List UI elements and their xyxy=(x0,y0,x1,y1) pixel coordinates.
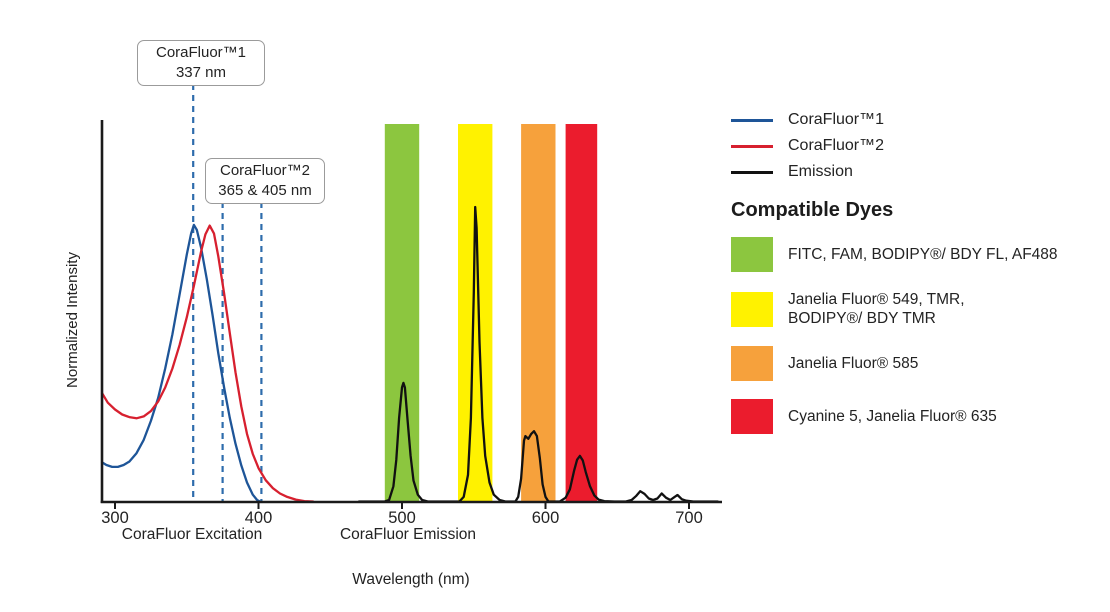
dye-item-yellow: Janelia Fluor® 549, TMR, BODIPY®/ BDY TM… xyxy=(731,290,1058,328)
callout-corafluor2: CoraFluor™2 365 & 405 nm xyxy=(205,158,325,204)
dye-item-orange: Janelia Fluor® 585 xyxy=(731,346,1058,381)
x-tick-label-500: 500 xyxy=(388,509,416,527)
marker-lines-layer xyxy=(192,84,263,501)
legend-item-emission: Emission xyxy=(731,163,884,181)
x-tick-label-700: 700 xyxy=(675,509,703,527)
dye-band-0 xyxy=(384,124,420,501)
dye-label-orange: Janelia Fluor® 585 xyxy=(788,354,918,373)
dye-label-line: FITC, FAM, BODIPY®/ BDY FL, AF488 xyxy=(788,246,1058,263)
legend-item-corafluor1: CoraFluor™1 xyxy=(731,111,884,129)
callout-corafluor1-wavelength: 337 nm xyxy=(175,64,227,81)
dye-label-red: Cyanine 5, Janelia Fluor® 635 xyxy=(788,407,997,426)
curves-layer xyxy=(100,205,719,503)
callout-corafluor2-name: CoraFluor™2 xyxy=(219,162,311,179)
x-axis-section-label-excitation: CoraFluor Excitation xyxy=(122,526,262,543)
callout-corafluor1-name: CoraFluor™1 xyxy=(155,44,247,61)
x-axis-title: Wavelength (nm) xyxy=(352,571,469,588)
corafluor1-line-swatch xyxy=(731,118,773,122)
dye-label-line: Janelia Fluor® 549, TMR, xyxy=(788,291,965,308)
dye-label-green: FITC, FAM, BODIPY®/ BDY FL, AF488 xyxy=(788,245,1058,264)
red-filter-swatch xyxy=(731,399,773,434)
callout-corafluor2-wavelength: 365 & 405 nm xyxy=(218,182,312,199)
emission-line-swatch xyxy=(731,170,773,174)
curve-excitation-1 xyxy=(100,224,315,503)
dye-label-line: Cyanine 5, Janelia Fluor® 635 xyxy=(788,408,997,425)
x-tick-label-400: 400 xyxy=(245,509,273,527)
x-tick-label-300: 300 xyxy=(101,509,129,527)
legend: CoraFluor™1 CoraFluor™2 Emission xyxy=(731,111,884,189)
y-axis-title: Normalized Intensity xyxy=(64,252,81,388)
callout-corafluor1: CoraFluor™1 337 nm xyxy=(137,40,265,86)
dye-band-1 xyxy=(458,124,493,501)
dye-item-green: FITC, FAM, BODIPY®/ BDY FL, AF488 xyxy=(731,237,1058,272)
dye-bands-layer xyxy=(384,124,598,501)
curve-emission-2 xyxy=(357,205,719,503)
dye-item-red: Cyanine 5, Janelia Fluor® 635 xyxy=(731,399,1058,434)
dye-label-line: Janelia Fluor® 585 xyxy=(788,355,919,372)
green-filter-swatch xyxy=(731,237,773,272)
x-ticks-layer: 300 400 500 600 700 xyxy=(101,503,703,527)
dye-label-line: BODIPY®/ BDY TMR xyxy=(788,310,936,327)
x-axis-section-label-emission: CoraFluor Emission xyxy=(340,526,476,543)
corafluor2-line-swatch xyxy=(731,144,773,148)
dye-band-3 xyxy=(565,124,598,501)
compatible-dyes-list: FITC, FAM, BODIPY®/ BDY FL, AF488 Janeli… xyxy=(731,237,1058,452)
legend-label-emission: Emission xyxy=(788,163,853,180)
curve-excitation-0 xyxy=(100,223,262,503)
x-tick-label-600: 600 xyxy=(532,509,560,527)
dye-label-yellow: Janelia Fluor® 549, TMR, BODIPY®/ BDY TM… xyxy=(788,290,965,328)
yellow-filter-swatch xyxy=(731,291,773,327)
orange-filter-swatch xyxy=(731,346,773,381)
legend-label-corafluor1: CoraFluor™1 xyxy=(788,111,885,128)
compatible-dyes-heading: Compatible Dyes xyxy=(731,199,894,221)
legend-label-corafluor2: CoraFluor™2 xyxy=(788,137,885,154)
legend-item-corafluor2: CoraFluor™2 xyxy=(731,137,884,155)
